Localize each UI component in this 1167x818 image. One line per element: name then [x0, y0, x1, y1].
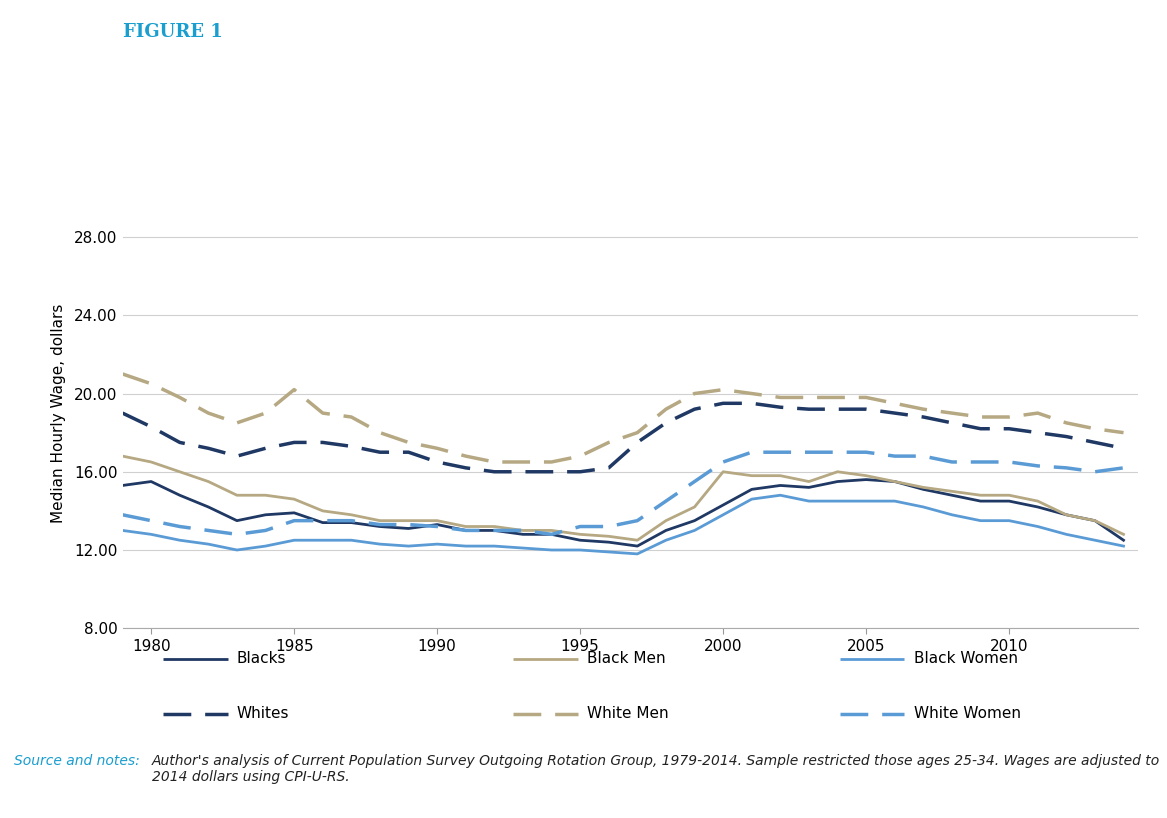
Text: Author's analysis of Current Population Survey Outgoing Rotation Group, 1979-201: Author's analysis of Current Population …: [152, 754, 1160, 784]
Text: Black Men: Black Men: [587, 651, 665, 667]
Text: White Women: White Women: [914, 706, 1021, 721]
Y-axis label: Median Hourly Wage, dollars: Median Hourly Wage, dollars: [51, 303, 65, 523]
Text: Median Hourly Wages of Young Adults, by Race and Gender, 1979–2014: Median Hourly Wages of Young Adults, by …: [9, 102, 731, 120]
Text: Whites: Whites: [237, 706, 289, 721]
Text: Black Women: Black Women: [914, 651, 1018, 667]
Text: Blacks: Blacks: [237, 651, 286, 667]
Text: Source and notes:: Source and notes:: [14, 754, 145, 768]
Text: FIGURE 1: FIGURE 1: [123, 23, 222, 41]
Text: White Men: White Men: [587, 706, 669, 721]
